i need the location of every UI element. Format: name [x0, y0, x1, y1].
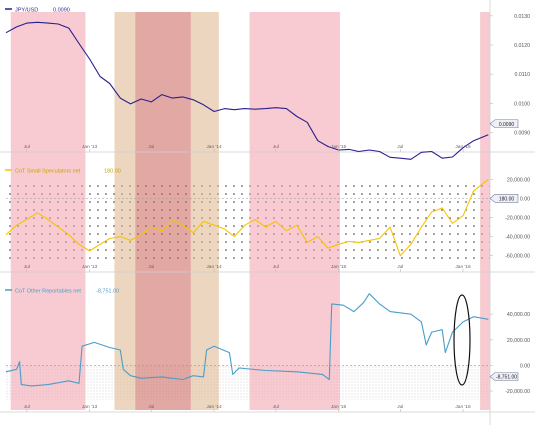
y-tick-label-panel-2: -40,000.00 — [505, 235, 530, 241]
x-tick-labels-layer: Jul Jan '13 Jul Jan '14 Jul Jan '15 Jul Jan '16… — [24, 144, 471, 412]
last-value-label-panel-2: 180.00 — [499, 196, 515, 202]
legend-value-panel-2: 180.00 — [104, 169, 121, 175]
dotted-zone-panel-2 — [6, 179, 490, 266]
x-tick-label-panel-2: Jul — [273, 264, 279, 270]
x-tick-label-panel-3: Jul — [24, 404, 30, 410]
x-tick-label-panel-1: Jul — [273, 144, 279, 150]
shaded-period-6 — [480, 12, 490, 410]
annotation-ellipse — [453, 294, 471, 386]
last-value-badges-layer: 0.0090 180.00 -8,751.00 — [489, 119, 519, 381]
last-value-label-panel-1: 0.0090 — [499, 122, 515, 128]
shaded-period-1 — [10, 12, 86, 410]
series-lines-layer — [5, 21, 489, 387]
series-line-panel-3 — [5, 293, 489, 387]
y-tick-label-panel-3: 20,000.00 — [507, 338, 530, 344]
x-tick-label-panel-1: Jul — [148, 144, 154, 150]
legend-panel-1: JPY/USD 0.0090 — [5, 8, 70, 14]
legend-label-panel-3: CoT Other Reportables net — [15, 289, 81, 295]
x-tick-label-panel-1: Jan '13 — [82, 144, 98, 150]
last-value-badge-panel-1 — [489, 119, 519, 129]
last-value-label-panel-3: -8,751.00 — [496, 375, 517, 381]
y-tick-label-panel-3: -20,000.00 — [505, 389, 530, 395]
x-tick-label-panel-2: Jan '15 — [331, 264, 347, 270]
y-tick-label-panel-2: -60,000.00 — [505, 254, 530, 260]
legend-value-panel-1: 0.0090 — [53, 8, 70, 14]
series-line-panel-1 — [5, 21, 489, 160]
legend-label-panel-2: CoT Small Speculators net — [15, 169, 81, 175]
shaded-period-4 — [190, 12, 219, 410]
y-tick-label-panel-1: 0.0110 — [515, 72, 531, 78]
shaded-period-3 — [135, 12, 191, 410]
last-value-badge-panel-2 — [489, 194, 519, 203]
dotted-zone-panel-3 — [6, 365, 490, 400]
last-value-badge-panel-3 — [489, 372, 519, 381]
zero-lines-layer — [6, 198, 490, 366]
x-tick-label-panel-3: Jul — [148, 404, 154, 410]
x-tick-label-panel-2: Jul — [397, 264, 403, 270]
legend-panel-2: CoT Small Speculators net 180.00 — [5, 169, 121, 175]
y-tick-label-panel-1: 0.0090 — [514, 131, 530, 137]
x-tick-label-panel-1: Jul — [397, 144, 403, 150]
series-line-panel-2 — [5, 178, 489, 257]
x-tick-label-panel-3: Jan '13 — [82, 404, 98, 410]
x-tick-label-panel-2: Jan '16 — [455, 264, 471, 270]
x-tick-label-panel-1: Jul — [24, 144, 30, 150]
legend-label-panel-1: JPY/USD — [15, 8, 38, 14]
x-tick-label-panel-2: Jul — [148, 264, 154, 270]
shaded-period-2 — [114, 12, 136, 410]
shaded-period-5 — [249, 12, 340, 410]
x-tick-label-panel-3: Jan '15 — [331, 404, 347, 410]
dotted-zone-layer — [6, 179, 490, 400]
legend-panel-3: CoT Other Reportables net -8,751.00 — [5, 289, 119, 295]
y-tick-label-panel-2: 20,000.00 — [507, 177, 530, 183]
y-tick-label-panel-1: 0.0130 — [514, 14, 530, 20]
shaded-periods-layer — [10, 12, 490, 410]
x-tick-label-panel-2: Jan '14 — [206, 264, 222, 270]
y-tick-label-panel-1: 0.0120 — [514, 43, 530, 49]
x-tick-label-panel-1: Jan '16 — [455, 144, 471, 150]
x-tick-label-panel-3: Jan '14 — [206, 404, 222, 410]
y-tick-label-panel-1: 0.0100 — [514, 101, 530, 107]
x-tick-label-panel-3: Jan '16 — [455, 404, 471, 410]
x-tick-label-panel-2: Jul — [24, 264, 30, 270]
x-tick-label-panel-1: Jan '15 — [331, 144, 347, 150]
x-tick-label-panel-3: Jul — [397, 404, 403, 410]
x-tick-label-panel-3: Jul — [273, 404, 279, 410]
x-tick-label-panel-1: Jan '14 — [206, 144, 222, 150]
legend-value-panel-3: -8,751.00 — [96, 289, 119, 295]
y-tick-labels-layer: 0.01300.01200.01100.01000.009020,000.000… — [490, 14, 530, 395]
y-tick-label-panel-2: 0.00 — [520, 197, 530, 203]
x-tick-label-panel-2: Jan '13 — [82, 264, 98, 270]
y-tick-label-panel-2: -20,000.00 — [505, 216, 530, 222]
y-tick-label-panel-3: 0.00 — [520, 363, 530, 369]
y-tick-label-panel-3: 40,000.00 — [507, 312, 530, 318]
